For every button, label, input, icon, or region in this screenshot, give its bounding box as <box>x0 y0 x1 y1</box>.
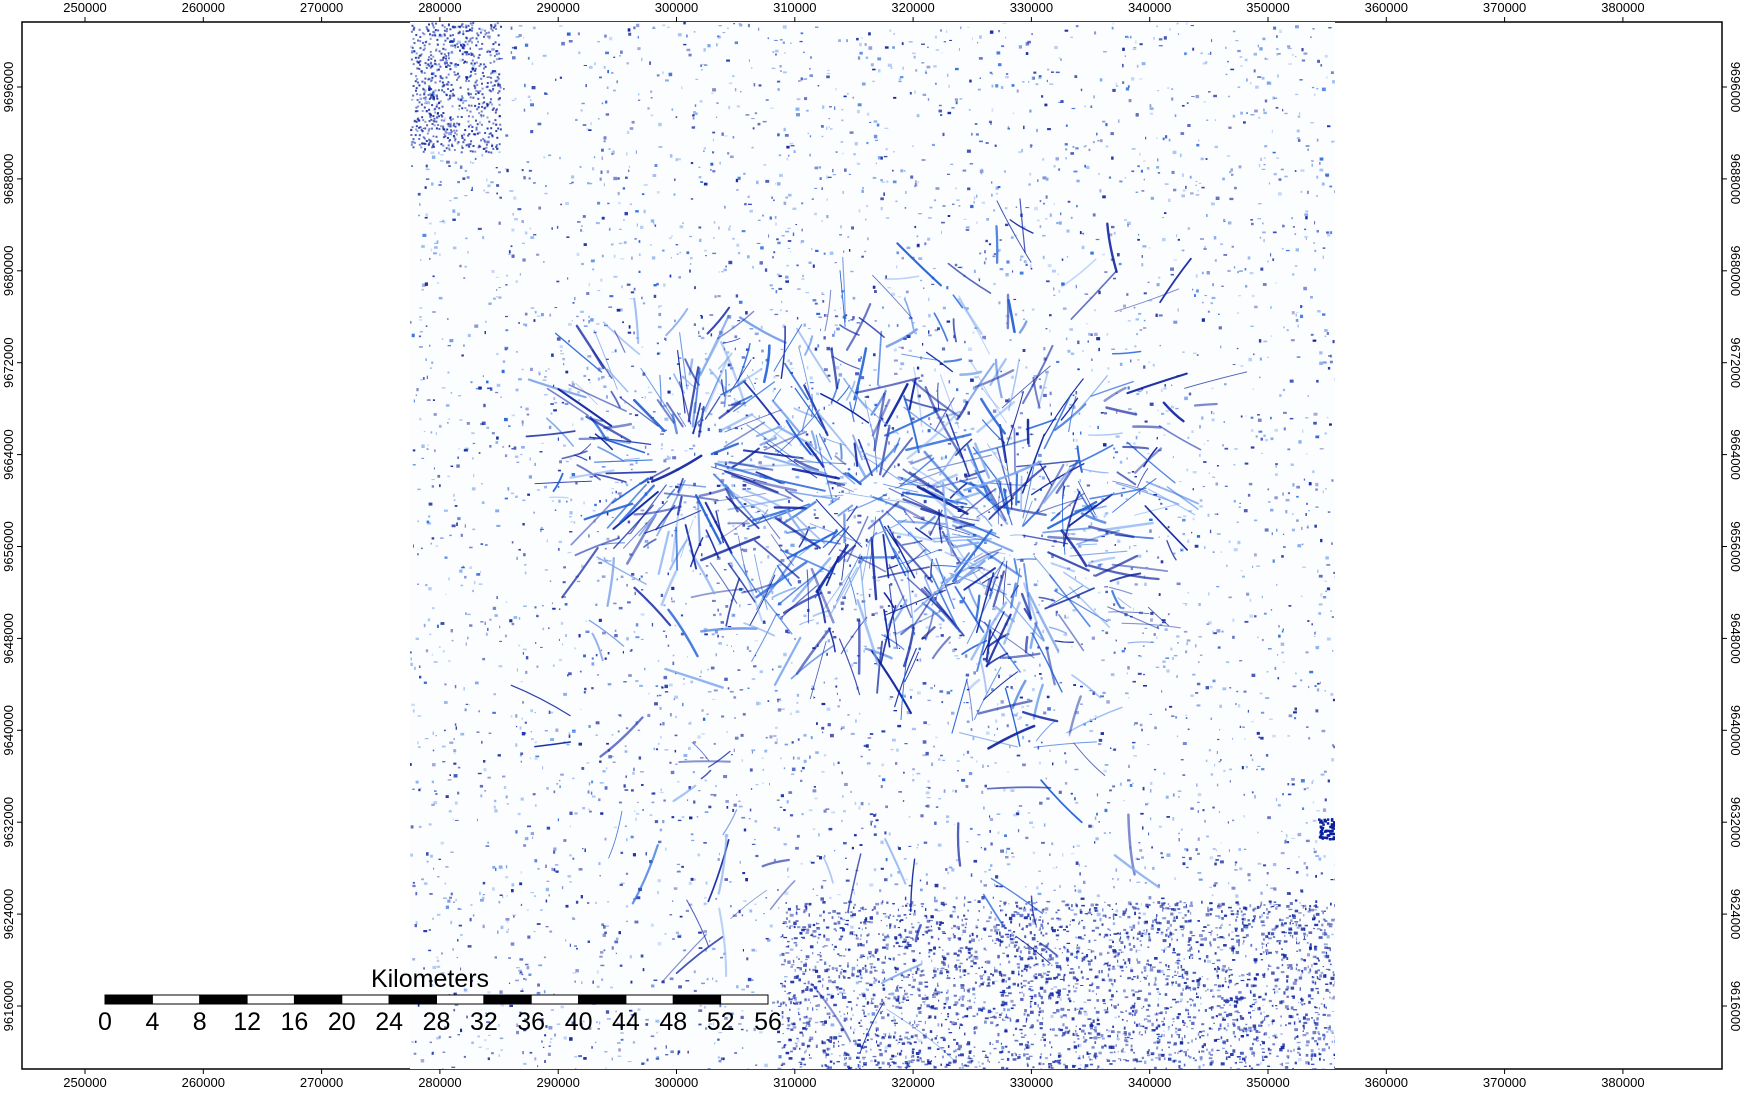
scale-bar-segment <box>625 994 674 1005</box>
x-tick-label-bottom: 370000 <box>1483 1075 1526 1090</box>
y-tick-label-left: 9688000 <box>1 154 16 205</box>
x-tick-label-top: 340000 <box>1128 0 1171 15</box>
y-tick-label-right: 9664000 <box>1728 429 1743 480</box>
scale-bar-label: 4 <box>145 1008 159 1036</box>
y-tick-label-right: 9616000 <box>1728 981 1743 1032</box>
x-tick-label-top: 280000 <box>418 0 461 15</box>
x-tick-label-top: 290000 <box>537 0 580 15</box>
x-tick-label-bottom: 310000 <box>773 1075 816 1090</box>
y-tick-label-left: 9664000 <box>1 429 16 480</box>
y-tick-label-right: 9632000 <box>1728 797 1743 848</box>
scale-bar-segment <box>578 994 627 1005</box>
scale-bar-label: 24 <box>375 1008 403 1036</box>
x-tick-label-bottom: 320000 <box>891 1075 934 1090</box>
scale-bar-segment <box>104 994 153 1005</box>
y-tick-label-left: 9648000 <box>1 613 16 664</box>
scale-bar-segment <box>720 994 769 1005</box>
x-tick-label-bottom: 350000 <box>1246 1075 1289 1090</box>
x-tick-label-top: 320000 <box>891 0 934 15</box>
x-tick-label-top: 330000 <box>1010 0 1053 15</box>
x-tick-label-bottom: 330000 <box>1010 1075 1053 1090</box>
y-tick-label-right: 9672000 <box>1728 337 1743 388</box>
x-tick-label-top: 360000 <box>1365 0 1408 15</box>
x-ticks-top: 250000 260000 270000 280000 290000 300000 3100… <box>63 0 1645 22</box>
scale-bar-segment <box>388 994 438 1005</box>
scale-bar-segment <box>341 994 390 1005</box>
x-tick-label-top: 300000 <box>655 0 698 15</box>
x-tick-label-bottom: 260000 <box>182 1075 225 1090</box>
scale-bar-label: 56 <box>754 1008 782 1036</box>
x-tick-label-bottom: 360000 <box>1365 1075 1408 1090</box>
x-tick-label-top: 260000 <box>182 0 225 15</box>
y-tick-label-left: 9656000 <box>1 521 16 572</box>
scale-bar-label: 36 <box>517 1008 545 1036</box>
scale-bar-label: 0 <box>98 1008 112 1036</box>
scale-bar: Kilometers 0 4 8 12 16 20 24 28 32 36 40 44 48 52 56 <box>98 965 782 1036</box>
scale-bar-segment <box>151 994 201 1005</box>
scale-bar-segment <box>293 994 343 1005</box>
scale-bar-segment <box>530 994 580 1005</box>
scale-bar-label: 8 <box>193 1008 207 1036</box>
y-tick-label-left: 9672000 <box>1 337 16 388</box>
drainage-channels <box>510 198 1335 1061</box>
y-tick-label-left: 9640000 <box>1 705 16 756</box>
x-tick-label-top: 380000 <box>1601 0 1644 15</box>
scale-bar-label: 48 <box>659 1008 687 1036</box>
y-tick-label-right: 9680000 <box>1728 245 1743 296</box>
y-tick-label-left: 9616000 <box>1 981 16 1032</box>
y-tick-label-right: 9624000 <box>1728 889 1743 940</box>
scale-bar-label: 20 <box>328 1008 356 1036</box>
x-tick-label-bottom: 250000 <box>63 1075 106 1090</box>
y-tick-label-right: 9648000 <box>1728 613 1743 664</box>
scale-bar-label: 12 <box>233 1008 261 1036</box>
x-tick-label-bottom: 300000 <box>655 1075 698 1090</box>
drainage-raster <box>410 22 1335 1069</box>
scale-bar-segment <box>672 994 722 1005</box>
scale-bar-label: 16 <box>280 1008 308 1036</box>
x-tick-label-bottom: 380000 <box>1601 1075 1644 1090</box>
x-tick-label-top: 310000 <box>773 0 816 15</box>
y-tick-label-left: 9696000 <box>1 62 16 113</box>
x-tick-label-bottom: 270000 <box>300 1075 343 1090</box>
y-tick-label-right: 9688000 <box>1728 154 1743 205</box>
scale-bar-labels: 0 4 8 12 16 20 24 28 32 36 40 44 48 52 56 <box>98 1008 782 1036</box>
x-tick-label-top: 270000 <box>300 0 343 15</box>
y-ticks-right: 9696000 9688000 9680000 9672000 9664000 96560… <box>1722 62 1743 1032</box>
scale-bar-segment <box>436 994 485 1005</box>
x-tick-label-top: 350000 <box>1246 0 1289 15</box>
scale-bar-title: Kilometers <box>371 965 489 993</box>
y-ticks-left: 9696000 9688000 9680000 9672000 9664000 96560… <box>1 62 22 1032</box>
x-tick-label-bottom: 280000 <box>418 1075 461 1090</box>
scale-bar-segment <box>483 994 532 1005</box>
scale-bar-label: 28 <box>423 1008 451 1036</box>
y-tick-label-right: 9656000 <box>1728 521 1743 572</box>
scale-bar-segment <box>246 994 296 1005</box>
scale-bar-label: 52 <box>707 1008 735 1036</box>
x-ticks-bottom: 250000 260000 270000 280000 290000 300000 3100… <box>63 1069 1645 1090</box>
x-tick-label-top: 250000 <box>63 0 106 15</box>
scale-bar-label: 44 <box>612 1008 640 1036</box>
y-tick-label-left: 9624000 <box>1 889 16 940</box>
y-tick-label-right: 9696000 <box>1728 62 1743 113</box>
x-tick-label-bottom: 290000 <box>537 1075 580 1090</box>
y-tick-label-left: 9680000 <box>1 245 16 296</box>
x-tick-label-bottom: 340000 <box>1128 1075 1171 1090</box>
y-tick-label-right: 9640000 <box>1728 705 1743 756</box>
x-tick-label-top: 370000 <box>1483 0 1526 15</box>
scale-bar-segments <box>104 994 769 1005</box>
scale-bar-label: 32 <box>470 1008 498 1036</box>
scale-bar-segment <box>199 994 248 1005</box>
y-tick-label-left: 9632000 <box>1 797 16 848</box>
scale-bar-label: 40 <box>565 1008 593 1036</box>
speckle-layer <box>410 22 1335 1069</box>
